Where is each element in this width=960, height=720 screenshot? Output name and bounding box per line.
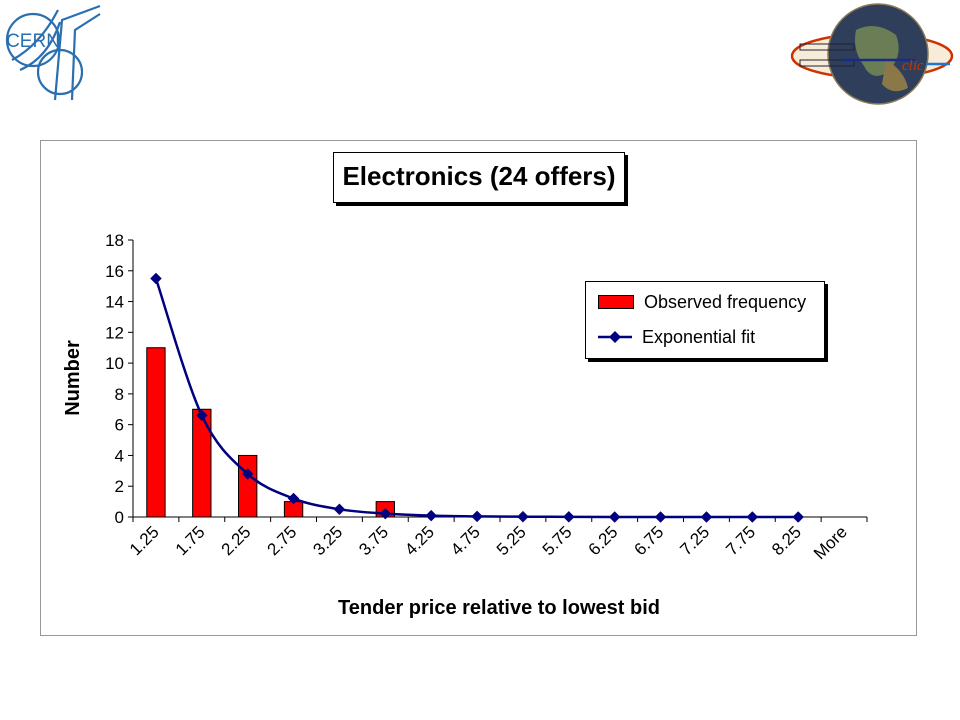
chart-container: 0 2 4 6 8 10 12 14 16 18 1.25 1.75 2.25 2.75 3.25 3.75… — [40, 140, 917, 636]
fit-point — [471, 510, 483, 523]
legend-bar-swatch — [598, 295, 634, 309]
legend-line-swatch — [598, 327, 632, 347]
legend-item-fit: Exponential fit — [598, 325, 755, 349]
x-tick-label: 5.75 — [539, 522, 576, 559]
fit-point — [746, 511, 759, 523]
cern-logo-text: CERN — [6, 31, 60, 52]
bar — [146, 347, 166, 518]
bar — [238, 454, 258, 518]
fit-point — [333, 503, 346, 516]
legend-label-observed: Observed frequency — [644, 291, 807, 312]
x-tick-label: 1.25 — [126, 522, 163, 559]
fit-point — [287, 492, 300, 505]
fit-point — [608, 511, 621, 523]
y-tick-label: 14 — [105, 293, 124, 312]
fit-point — [654, 511, 667, 523]
y-tick-label: 6 — [115, 416, 124, 435]
bar — [192, 408, 212, 518]
clic-logo-text: clic — [902, 58, 924, 74]
y-tick-label: 12 — [105, 323, 124, 342]
legend-label-fit: Exponential fit — [642, 326, 756, 347]
x-tick-label: 6.25 — [585, 522, 622, 559]
x-tick-label: 1.75 — [172, 522, 209, 559]
fit-point — [425, 509, 438, 522]
fit-point — [562, 510, 575, 523]
x-axis-label: Tender price relative to lowest bid — [338, 597, 660, 619]
fit-point — [150, 272, 162, 285]
fit-point — [792, 511, 805, 523]
y-tick-label: 4 — [115, 446, 124, 465]
x-tick-label: 4.75 — [447, 522, 484, 559]
fit-point — [241, 468, 254, 480]
fit-point — [517, 510, 529, 523]
chart-title-box: Electronics (24 offers) — [333, 152, 625, 203]
y-axis-label: Number — [62, 340, 84, 416]
x-tick-label: 4.25 — [401, 522, 438, 559]
x-tick-label: 8.25 — [768, 522, 805, 559]
y-tick-label: 18 — [105, 231, 124, 250]
cern-logo: CERN — [5, 4, 101, 101]
x-tick-label: 7.75 — [722, 522, 759, 559]
legend-item-observed: Observed frequency — [598, 290, 806, 314]
fit-point — [379, 507, 392, 520]
x-tick-label: 2.25 — [218, 522, 255, 559]
x-tick-label: 5.25 — [493, 522, 530, 559]
chart-title: Electronics (24 offers) — [342, 161, 616, 191]
y-tick-label: 0 — [115, 508, 124, 527]
fit-point — [195, 409, 208, 422]
x-tick-label: 2.75 — [264, 522, 301, 559]
clic-logo: clic — [790, 3, 954, 105]
x-tick-label: 6.75 — [631, 522, 668, 559]
x-tick-label: More — [810, 522, 851, 563]
y-tick-label: 8 — [115, 385, 124, 404]
chart-plot: 0 2 4 6 8 10 12 14 16 18 1.25 1.75 2.25 2.75 3.25 3.75… — [62, 231, 868, 619]
x-tick-label: 3.75 — [355, 522, 392, 559]
fit-point — [700, 511, 713, 523]
y-tick-label: 2 — [115, 477, 124, 496]
x-tick-label: 7.25 — [676, 522, 713, 559]
legend: Observed frequency Exponential fit — [585, 281, 825, 359]
y-tick-label: 16 — [105, 262, 124, 281]
x-tick-label: 3.25 — [309, 522, 346, 559]
fit-line — [154, 278, 799, 519]
y-tick-label: 10 — [105, 354, 124, 373]
